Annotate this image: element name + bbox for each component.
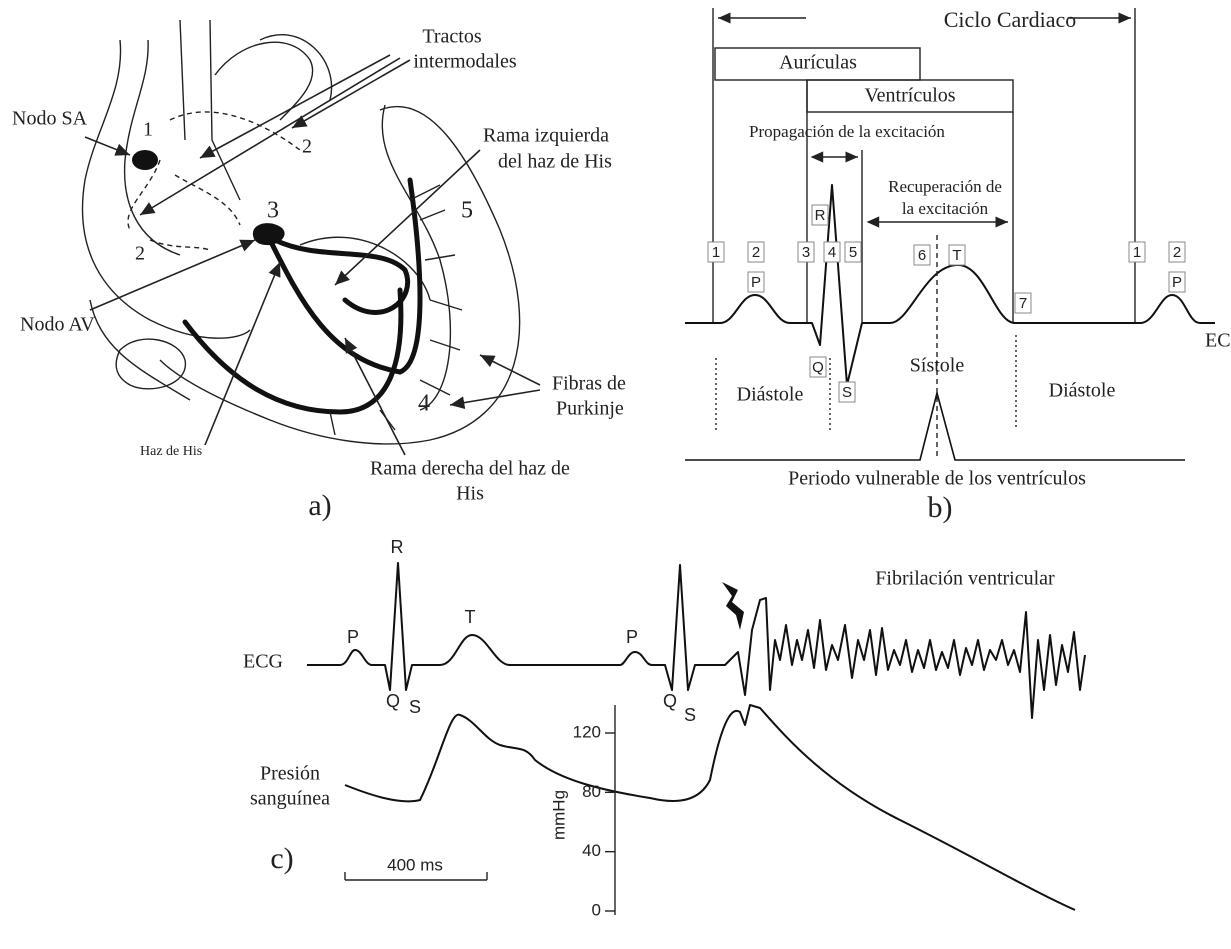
label: Propagación de la excitación: [749, 122, 945, 141]
panel-label: a): [308, 489, 331, 522]
wave-label: P: [626, 627, 638, 647]
label: Diástole: [737, 384, 804, 406]
heart-outline: [180, 20, 332, 200]
purkinje-fibers: [330, 185, 462, 435]
figure: Tractos intermodales Nodo SA Nodo AV Ram…: [0, 0, 1231, 949]
panel-label: b): [928, 491, 953, 524]
label: His: [456, 483, 484, 505]
heart-outline: [116, 339, 185, 389]
label: Purkinje: [556, 398, 624, 420]
tick-label: 120: [573, 722, 601, 741]
marker-label: 1: [712, 244, 720, 261]
label: Haz de His: [140, 444, 202, 459]
marker-label: 1: [1133, 244, 1141, 261]
sa-node: [132, 150, 158, 170]
wave-label: T: [465, 607, 476, 627]
label: Periodo vulnerable de los ventrículos: [788, 468, 1086, 490]
wave-label: R: [391, 537, 404, 557]
number: 5: [461, 198, 473, 224]
label: Recuperación de: [888, 177, 1002, 196]
label: ECG: [1205, 330, 1231, 352]
axis-label: mmHg: [549, 790, 568, 840]
marker-label: P: [751, 274, 761, 291]
tick-label: 40: [582, 841, 601, 860]
heart-outline: [125, 40, 180, 255]
label: Ventrículos: [864, 85, 955, 107]
pressure-trace: [345, 705, 1075, 910]
label: Aurículas: [779, 52, 857, 74]
label: Nodo SA: [12, 108, 88, 130]
arrow: [200, 55, 390, 158]
marker-label: 3: [802, 244, 810, 261]
label: Fibras de: [552, 373, 626, 395]
right-branch: [185, 290, 401, 412]
marker-label: T: [952, 247, 961, 264]
label: Rama izquierda: [483, 125, 609, 147]
tick-label: 0: [592, 900, 601, 919]
arrow: [90, 240, 255, 310]
marker-label: 2: [752, 244, 760, 261]
marker-label: 6: [918, 247, 926, 264]
number: 4: [418, 391, 430, 417]
arrow: [205, 262, 280, 445]
label: Sístole: [910, 355, 965, 377]
wave-label: P: [347, 627, 359, 647]
arrow: [85, 137, 130, 155]
label: intermodales: [413, 51, 517, 73]
tick-label: 80: [582, 782, 601, 801]
marker-label: 2: [1173, 244, 1181, 261]
panel-label: c): [270, 842, 293, 875]
arrow: [140, 58, 400, 215]
marker-label: 7: [1019, 295, 1027, 312]
marker-label: S: [842, 384, 852, 401]
shock-icon: [722, 582, 744, 630]
wave-label: S: [684, 705, 696, 725]
wave-label: Q: [663, 691, 677, 711]
wave-label: S: [409, 697, 421, 717]
label: Fibrilación ventricular: [875, 568, 1055, 590]
number: 3: [267, 198, 279, 224]
heart-diagram: [83, 20, 540, 455]
number: 2: [302, 136, 312, 158]
label: ECG: [243, 651, 283, 673]
heart-outline: [160, 107, 520, 444]
wave-label: Q: [386, 691, 400, 711]
label: Diástole: [1049, 380, 1116, 402]
label: sanguínea: [250, 788, 330, 810]
arrow: [292, 60, 410, 128]
number: 2: [135, 243, 145, 265]
marker-label: 4: [828, 244, 836, 261]
heart-outline: [83, 40, 250, 338]
scale-label: 400 ms: [387, 855, 443, 874]
pressure-axis: 0 40 80 120: [573, 722, 615, 919]
label: Tractos: [422, 26, 481, 48]
label: Rama derecha del haz de: [370, 458, 570, 480]
marker-label: 5: [849, 244, 857, 261]
label: Nodo AV: [20, 314, 95, 336]
arrow: [450, 390, 540, 405]
arrow: [480, 355, 540, 385]
marker-label: Q: [812, 359, 824, 376]
label: la excitación: [902, 199, 989, 218]
number: 1: [143, 119, 153, 141]
title: Ciclo Cardiaco: [944, 7, 1077, 32]
marker-label: R: [815, 207, 826, 224]
label: Presión: [260, 763, 320, 785]
marker-label: P: [1172, 274, 1182, 291]
label: del haz de His: [498, 151, 612, 173]
